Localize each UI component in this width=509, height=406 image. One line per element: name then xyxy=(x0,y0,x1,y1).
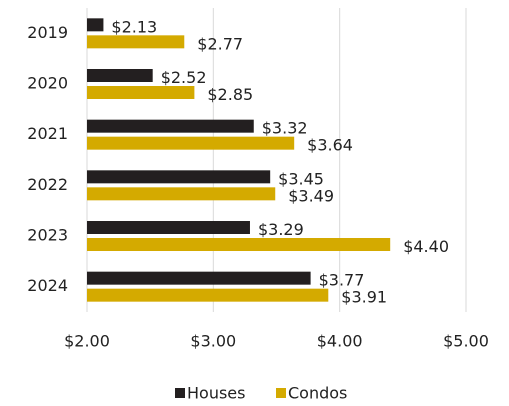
data-label: $3.77 xyxy=(319,271,365,290)
y-tick-label: 2019 xyxy=(27,23,68,42)
data-label: $3.64 xyxy=(307,136,353,155)
y-tick-label: 2023 xyxy=(27,226,68,245)
bar xyxy=(87,187,276,201)
x-tick-label: $3.00 xyxy=(190,332,236,351)
bar xyxy=(87,136,295,150)
data-label: $3.29 xyxy=(258,220,304,239)
data-label: $2.85 xyxy=(207,85,253,104)
y-tick-label: 2022 xyxy=(27,175,68,194)
y-tick-label: 2020 xyxy=(27,74,68,93)
bar xyxy=(87,170,271,184)
data-label: $2.52 xyxy=(161,68,207,87)
bar xyxy=(87,86,195,99)
bar xyxy=(87,271,311,285)
bar xyxy=(87,288,329,302)
x-tick-label: $5.00 xyxy=(443,332,489,351)
data-label: $3.49 xyxy=(288,186,334,205)
bar xyxy=(87,119,254,133)
bar xyxy=(87,221,250,234)
y-tick-label: 2024 xyxy=(27,276,68,295)
data-label: $3.45 xyxy=(278,169,324,188)
bar xyxy=(87,238,391,251)
y-tick-label: 2021 xyxy=(27,124,68,143)
bar xyxy=(87,69,153,82)
legend-label: Houses xyxy=(187,384,245,403)
legend-swatch xyxy=(276,388,286,398)
data-label: $4.40 xyxy=(403,237,449,256)
data-label: $3.32 xyxy=(262,119,308,138)
data-label: $2.77 xyxy=(197,34,243,53)
data-label: $3.91 xyxy=(341,288,387,307)
data-label: $2.13 xyxy=(111,17,157,36)
legend-label: Condos xyxy=(288,384,347,403)
x-tick-label: $4.00 xyxy=(317,332,363,351)
x-tick-label: $2.00 xyxy=(64,332,110,351)
bar xyxy=(87,35,185,49)
bar xyxy=(87,18,104,32)
legend-swatch xyxy=(175,388,185,398)
